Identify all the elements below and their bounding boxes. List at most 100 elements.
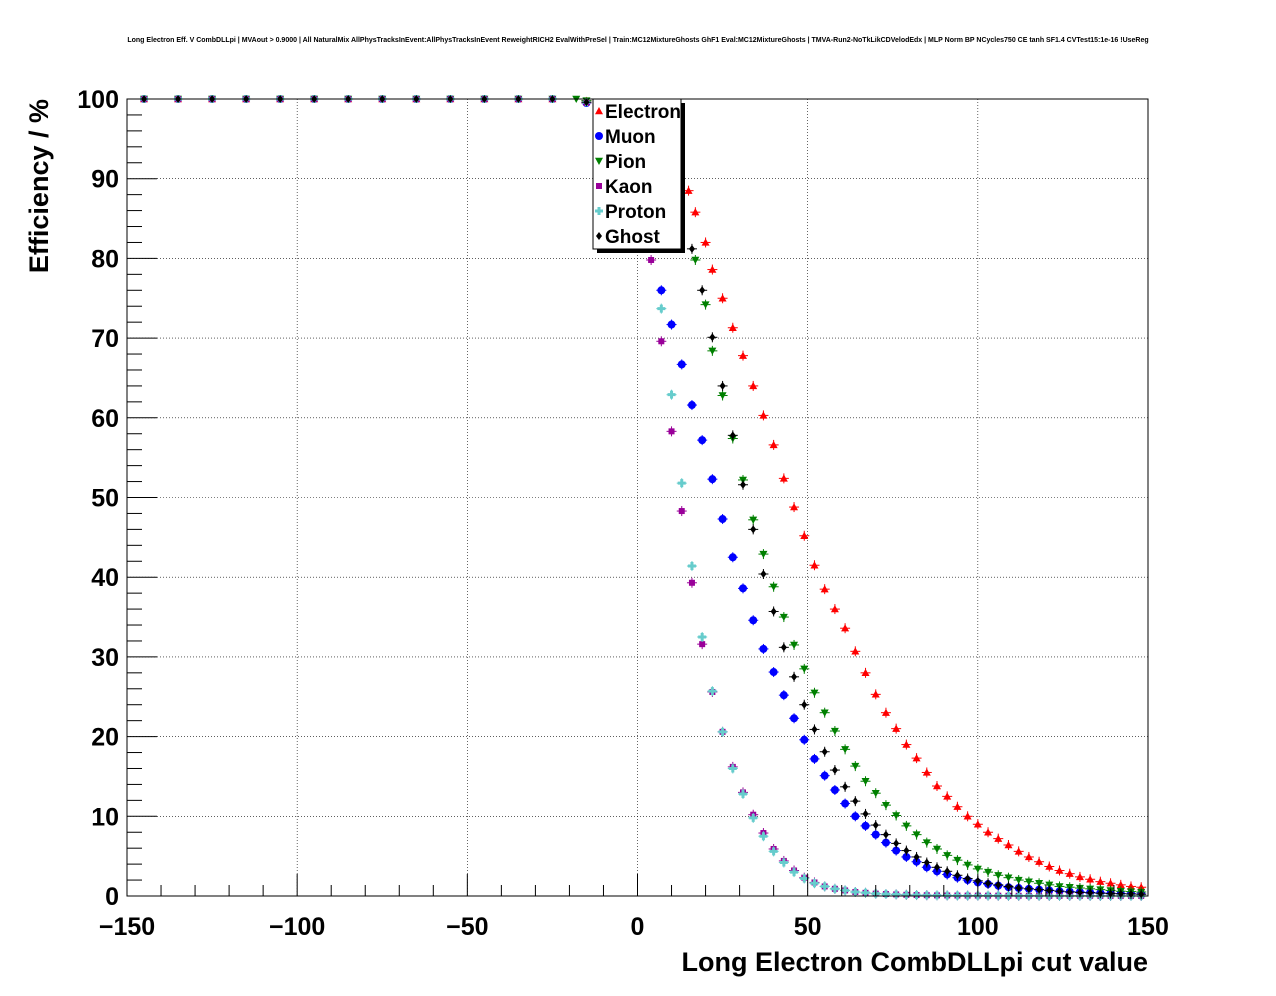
electron-point bbox=[800, 531, 809, 539]
ghost-point bbox=[842, 782, 849, 791]
electron-point bbox=[701, 238, 710, 246]
ghost-point bbox=[852, 797, 859, 806]
electron-point bbox=[871, 690, 880, 698]
muon-point bbox=[728, 553, 737, 562]
y-tick-label: 40 bbox=[91, 564, 119, 592]
electron-point bbox=[1075, 872, 1084, 881]
ghost-point bbox=[913, 852, 920, 861]
pion-point bbox=[881, 801, 890, 810]
electron-point bbox=[892, 724, 901, 732]
legend-marker-ghost bbox=[596, 232, 602, 240]
muon-point bbox=[749, 616, 758, 625]
electron-point bbox=[861, 668, 870, 677]
kaon-point bbox=[648, 256, 655, 263]
proton-point bbox=[687, 562, 696, 571]
pion-point bbox=[779, 613, 788, 622]
electron-point bbox=[912, 754, 921, 762]
ghost-point bbox=[729, 431, 736, 440]
pion-point bbox=[984, 868, 993, 877]
electron-point bbox=[1126, 882, 1135, 890]
muon-point bbox=[800, 735, 809, 744]
ghost-point bbox=[750, 525, 757, 534]
electron-point bbox=[718, 294, 727, 302]
proton-point bbox=[912, 891, 921, 900]
ghost-point bbox=[923, 858, 930, 867]
proton-point bbox=[728, 764, 737, 773]
electron-point bbox=[684, 186, 693, 194]
proton-point bbox=[759, 832, 768, 841]
pion-point bbox=[902, 822, 911, 830]
pion-point bbox=[1014, 876, 1023, 885]
electron-point bbox=[943, 792, 952, 800]
ghost-point bbox=[811, 725, 818, 734]
pion-point bbox=[1035, 880, 1044, 888]
proton-point bbox=[677, 479, 686, 488]
ghost-point bbox=[821, 747, 828, 756]
x-tick-label: −150 bbox=[99, 913, 155, 941]
proton-point bbox=[667, 390, 676, 399]
ghost-point bbox=[801, 700, 808, 709]
x-tick-label: −50 bbox=[446, 913, 488, 941]
ghost-point bbox=[740, 480, 747, 489]
electron-point bbox=[779, 474, 788, 482]
proton-point bbox=[922, 891, 931, 900]
pion-point bbox=[820, 709, 829, 717]
ghost-point bbox=[1087, 888, 1094, 897]
proton-point bbox=[881, 890, 890, 899]
chart-title: Long Electron Eff. V CombDLLpi | MVAout … bbox=[127, 37, 1148, 44]
ghost-point bbox=[862, 809, 869, 818]
muon-point bbox=[687, 401, 696, 410]
pion-point bbox=[841, 746, 850, 754]
electron-point bbox=[1055, 866, 1064, 874]
ghost-point bbox=[688, 244, 695, 253]
axes: −150 −100 −50 0 50 100 150 0 10 20 30 40 50 60 70 80 90 1… bbox=[77, 86, 1169, 941]
electron-point bbox=[830, 605, 839, 613]
muon-point bbox=[861, 821, 870, 830]
proton-point bbox=[810, 879, 819, 888]
pion-point bbox=[759, 550, 768, 559]
pion-point bbox=[830, 727, 839, 736]
muon-point bbox=[892, 846, 901, 855]
y-tick-label: 0 bbox=[105, 883, 119, 911]
y-tick-label: 30 bbox=[91, 644, 119, 672]
electron-point bbox=[759, 411, 768, 419]
proton-point bbox=[851, 888, 860, 897]
ghost-point bbox=[1056, 887, 1063, 896]
kaon-point bbox=[678, 508, 685, 515]
legend-label-proton: Proton bbox=[605, 202, 666, 223]
electron-point bbox=[691, 208, 700, 216]
electron-point bbox=[1024, 852, 1033, 861]
pion-point bbox=[691, 256, 700, 264]
y-tick-label: 60 bbox=[91, 405, 119, 433]
x-tick-label: 0 bbox=[631, 913, 645, 941]
electron-point bbox=[1045, 862, 1054, 870]
electron-point bbox=[963, 812, 972, 820]
ghost-point bbox=[872, 821, 879, 830]
ghost-point bbox=[770, 607, 777, 616]
muon-point bbox=[851, 812, 860, 821]
electron-point bbox=[1086, 875, 1095, 883]
muon-point bbox=[769, 668, 778, 677]
legend-label-pion: Pion bbox=[605, 152, 646, 173]
electron-point bbox=[902, 740, 911, 748]
electron-point bbox=[922, 768, 931, 776]
pion-point bbox=[810, 689, 819, 697]
y-tick-label: 80 bbox=[91, 245, 119, 273]
proton-point bbox=[657, 304, 666, 313]
electron-point bbox=[708, 265, 717, 273]
electron-point bbox=[728, 323, 737, 331]
electron-point bbox=[749, 381, 758, 390]
electron-point bbox=[1065, 869, 1074, 877]
muon-point bbox=[739, 584, 748, 593]
proton-point bbox=[769, 847, 778, 856]
muon-point bbox=[657, 286, 666, 295]
legend-marker-electron bbox=[595, 107, 603, 115]
y-tick-label: 90 bbox=[91, 166, 119, 194]
kaon-point bbox=[658, 338, 665, 345]
proton-point bbox=[790, 868, 799, 877]
ghost-point bbox=[1015, 884, 1022, 893]
proton-point bbox=[841, 886, 850, 895]
pion-point bbox=[963, 861, 972, 869]
muon-point bbox=[759, 644, 768, 653]
